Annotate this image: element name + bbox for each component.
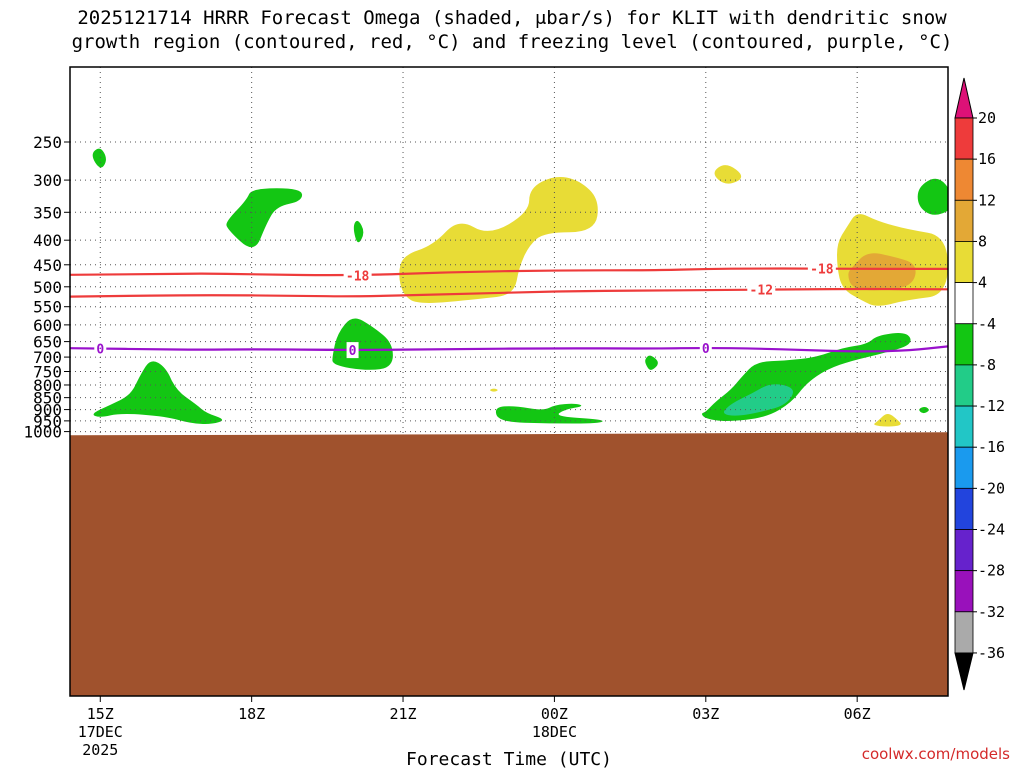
colorbar-swatch: [954, 241, 974, 283]
colorbar-label: -32: [978, 603, 1005, 621]
colorbar-swatch: [954, 282, 974, 325]
contour-label: -18: [810, 263, 834, 278]
x-tick-sublabel: 18DEC: [532, 723, 577, 741]
contour-label-bg: [94, 340, 107, 357]
omega-region: [848, 253, 916, 291]
colorbar-label: -4: [978, 315, 996, 333]
contour-label-bg: [699, 339, 712, 356]
contour-line: [70, 345, 948, 353]
colorbar-label: -24: [978, 521, 1005, 539]
x-tick-label: 03Z: [692, 705, 719, 723]
colorbar-swatch: [954, 158, 974, 201]
omega-region: [399, 176, 598, 303]
colorbar-label: 12: [978, 191, 996, 209]
contour-label: 0: [96, 343, 104, 358]
x-tick-label: 15Z: [87, 705, 114, 723]
omega-region: [353, 220, 364, 243]
contour-label: 0: [349, 344, 357, 359]
contour-label-bg: [747, 281, 776, 298]
colorbar-label: -20: [978, 479, 1005, 497]
y-tick-label: 700: [33, 348, 62, 367]
omega-region: [490, 388, 498, 392]
contour-label-bg: [343, 267, 372, 284]
y-tick-label: 450: [33, 256, 62, 275]
plot-frame: [69, 66, 949, 697]
colorbar-label: 8: [978, 232, 987, 250]
y-tick-label: 800: [33, 376, 62, 395]
omega-region: [332, 318, 393, 370]
contour-line: [70, 287, 948, 298]
omega-region: [495, 403, 603, 424]
terrain: [70, 432, 948, 696]
y-tick-label: 250: [33, 133, 62, 152]
y-tick-label: 500: [33, 278, 62, 297]
contour-label-bg: [807, 260, 836, 277]
colorbar-swatch: [954, 323, 974, 366]
colorbar-swatch: [954, 529, 974, 572]
colorbar-label: -28: [978, 562, 1005, 580]
chart-title: 2025121714 HRRR Forecast Omega (shaded, …: [0, 6, 1024, 54]
colorbar-swatch: [954, 446, 974, 489]
omega-region: [714, 165, 742, 184]
x-tick-sublabel: 2025: [82, 741, 118, 759]
colorbar-swatch: [954, 570, 974, 613]
title-line-1: 2025121714 HRRR Forecast Omega (shaded, …: [77, 7, 947, 29]
y-tick-label: 950: [33, 412, 62, 431]
colorbar-swatch: [954, 364, 974, 407]
colorbar-label: -12: [978, 397, 1005, 415]
y-tick-label: 750: [33, 362, 62, 381]
x-tick-label: 21Z: [389, 705, 416, 723]
omega-region: [645, 355, 658, 370]
colorbar-label: -36: [978, 644, 1005, 662]
y-tick-label: 850: [33, 389, 62, 408]
colorbar-swatch: [954, 199, 974, 242]
omega-region: [226, 188, 303, 248]
contour-label: -12: [750, 284, 773, 299]
omega-region: [917, 178, 948, 215]
colorbar-swatch: [954, 405, 974, 448]
omega-region: [93, 361, 223, 424]
y-axis-pressure: 2503003504004505005506006507007508008509…: [23, 133, 70, 442]
y-tick-label: 400: [33, 231, 62, 250]
contour-label: 0: [702, 342, 710, 357]
contour-lines: -18 -18 -12 0 0 0: [70, 260, 948, 359]
y-tick-label: 600: [33, 316, 62, 335]
y-tick-label: 900: [33, 401, 62, 420]
x-tick-label: 06Z: [844, 705, 871, 723]
x-tick-label: 18Z: [238, 705, 265, 723]
colorbar-swatch: [954, 611, 974, 654]
contour-label-bg: [346, 342, 359, 359]
omega-region: [874, 414, 901, 427]
colorbar-label: 4: [978, 274, 987, 292]
y-tick-label: 650: [33, 333, 62, 352]
credit-text: coolwx.com/models: [861, 745, 1010, 763]
y-tick-label: 300: [33, 171, 62, 190]
omega-region: [919, 406, 929, 414]
x-tick-label: 00Z: [541, 705, 568, 723]
x-axis-label: Forecast Time (UTC): [406, 749, 612, 768]
terrain-surface: [70, 432, 948, 696]
colorbar: 20 16 12 8 4 -4 -8 -12 -16 -20 -24 -28 -32 -36: [954, 77, 1005, 691]
colorbar-label: -16: [978, 438, 1005, 456]
colorbar-swatch: [954, 117, 974, 160]
contour-label: -18: [346, 269, 370, 284]
colorbar-bottom-arrow: [954, 652, 974, 691]
omega-region: [92, 148, 106, 168]
colorbar-label: 16: [978, 150, 996, 168]
omega-region: [723, 384, 794, 416]
contour-line: [70, 267, 948, 277]
title-line-2: growth region (contoured, red, °C) and f…: [71, 31, 953, 53]
omega-shading: [92, 148, 948, 427]
y-tick-label: 350: [33, 203, 62, 222]
colorbar-swatch: [954, 487, 974, 530]
colorbar-top-arrow: [954, 77, 974, 119]
y-tick-label: 1000: [23, 423, 62, 442]
colorbar-label: 20: [978, 109, 996, 127]
y-tick-label: 550: [33, 298, 62, 317]
colorbar-label: -8: [978, 356, 996, 374]
x-tick-sublabel: 17DEC: [78, 723, 123, 741]
